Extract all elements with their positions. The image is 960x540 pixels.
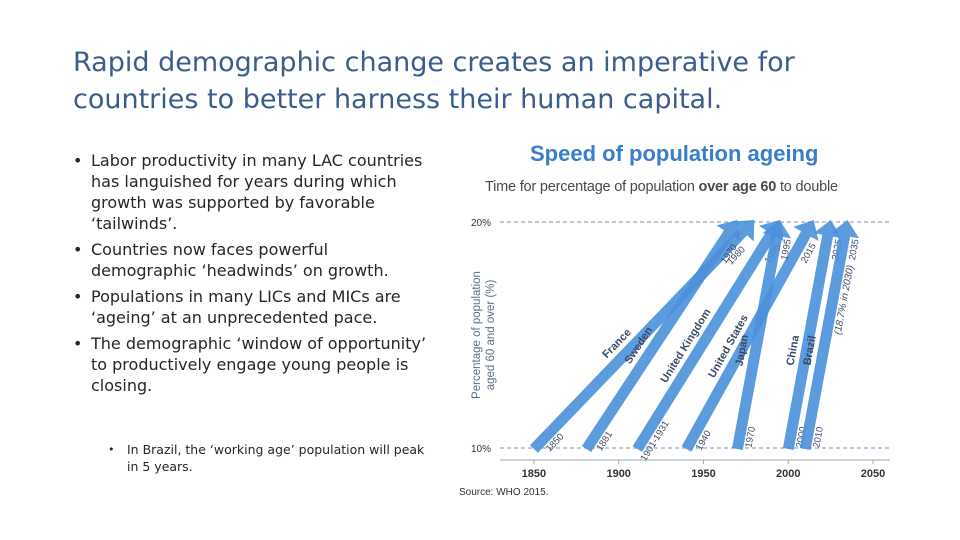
sub-bullet-list: In Brazil, the ‘working age’ population … [108, 441, 438, 475]
bullet-item: The demographic ‘window of opportunity’ … [73, 333, 433, 396]
y-axis-label: aged 60 and over (%) [485, 280, 497, 391]
x-tick-label: 2000 [776, 468, 800, 480]
arrow-brazil [799, 220, 859, 450]
arrow-japan [732, 220, 792, 450]
start-year-label: 1970 [743, 426, 758, 449]
y-tick-label: 20% [471, 218, 491, 229]
chart-subtitle: Time for percentage of population over a… [485, 179, 838, 195]
bullet-item: Labor productivity in many LAC countries… [73, 150, 433, 234]
country-label: China [785, 334, 803, 367]
slide-title: Rapid demographic change creates an impe… [73, 47, 795, 115]
arrow-china [782, 220, 842, 450]
x-tick-label: 1950 [691, 468, 715, 480]
sub-bullet-item: In Brazil, the ‘working age’ population … [108, 441, 438, 475]
bullet-list: Labor productivity in many LAC countries… [73, 150, 433, 401]
country-label: Brazil [801, 335, 818, 367]
bullet-item: Populations in many LICs and MICs are ‘a… [73, 286, 433, 328]
country-label: Japan [734, 333, 752, 367]
arrow-sweden [581, 220, 741, 452]
chart-title: Speed of population ageing [530, 141, 818, 166]
x-tick-label: 1850 [522, 468, 546, 480]
y-axis-label: Percentage of population [471, 271, 483, 399]
end-year-label: 1995 [779, 238, 794, 261]
chart-subtitle-part: Time for percentage of population [485, 179, 699, 195]
start-year-label: 2010 [811, 426, 826, 449]
arrow-united-kingdom [632, 220, 784, 452]
x-tick-label: 2050 [861, 468, 885, 480]
chart-subtitle-emphasis: over age 60 [699, 179, 777, 195]
y-tick-label: 10% [471, 444, 491, 455]
bullet-item: Countries now faces powerful demographic… [73, 239, 433, 281]
arrow-united-states [681, 220, 819, 452]
end-year-label: 2035 [847, 238, 862, 261]
chart-subtitle-part: to double [776, 179, 838, 195]
chart-source: Source: WHO 2015. [459, 487, 549, 498]
population-ageing-chart: Speed of population ageing Time for perc… [471, 141, 890, 480]
x-tick-label: 1900 [606, 468, 630, 480]
